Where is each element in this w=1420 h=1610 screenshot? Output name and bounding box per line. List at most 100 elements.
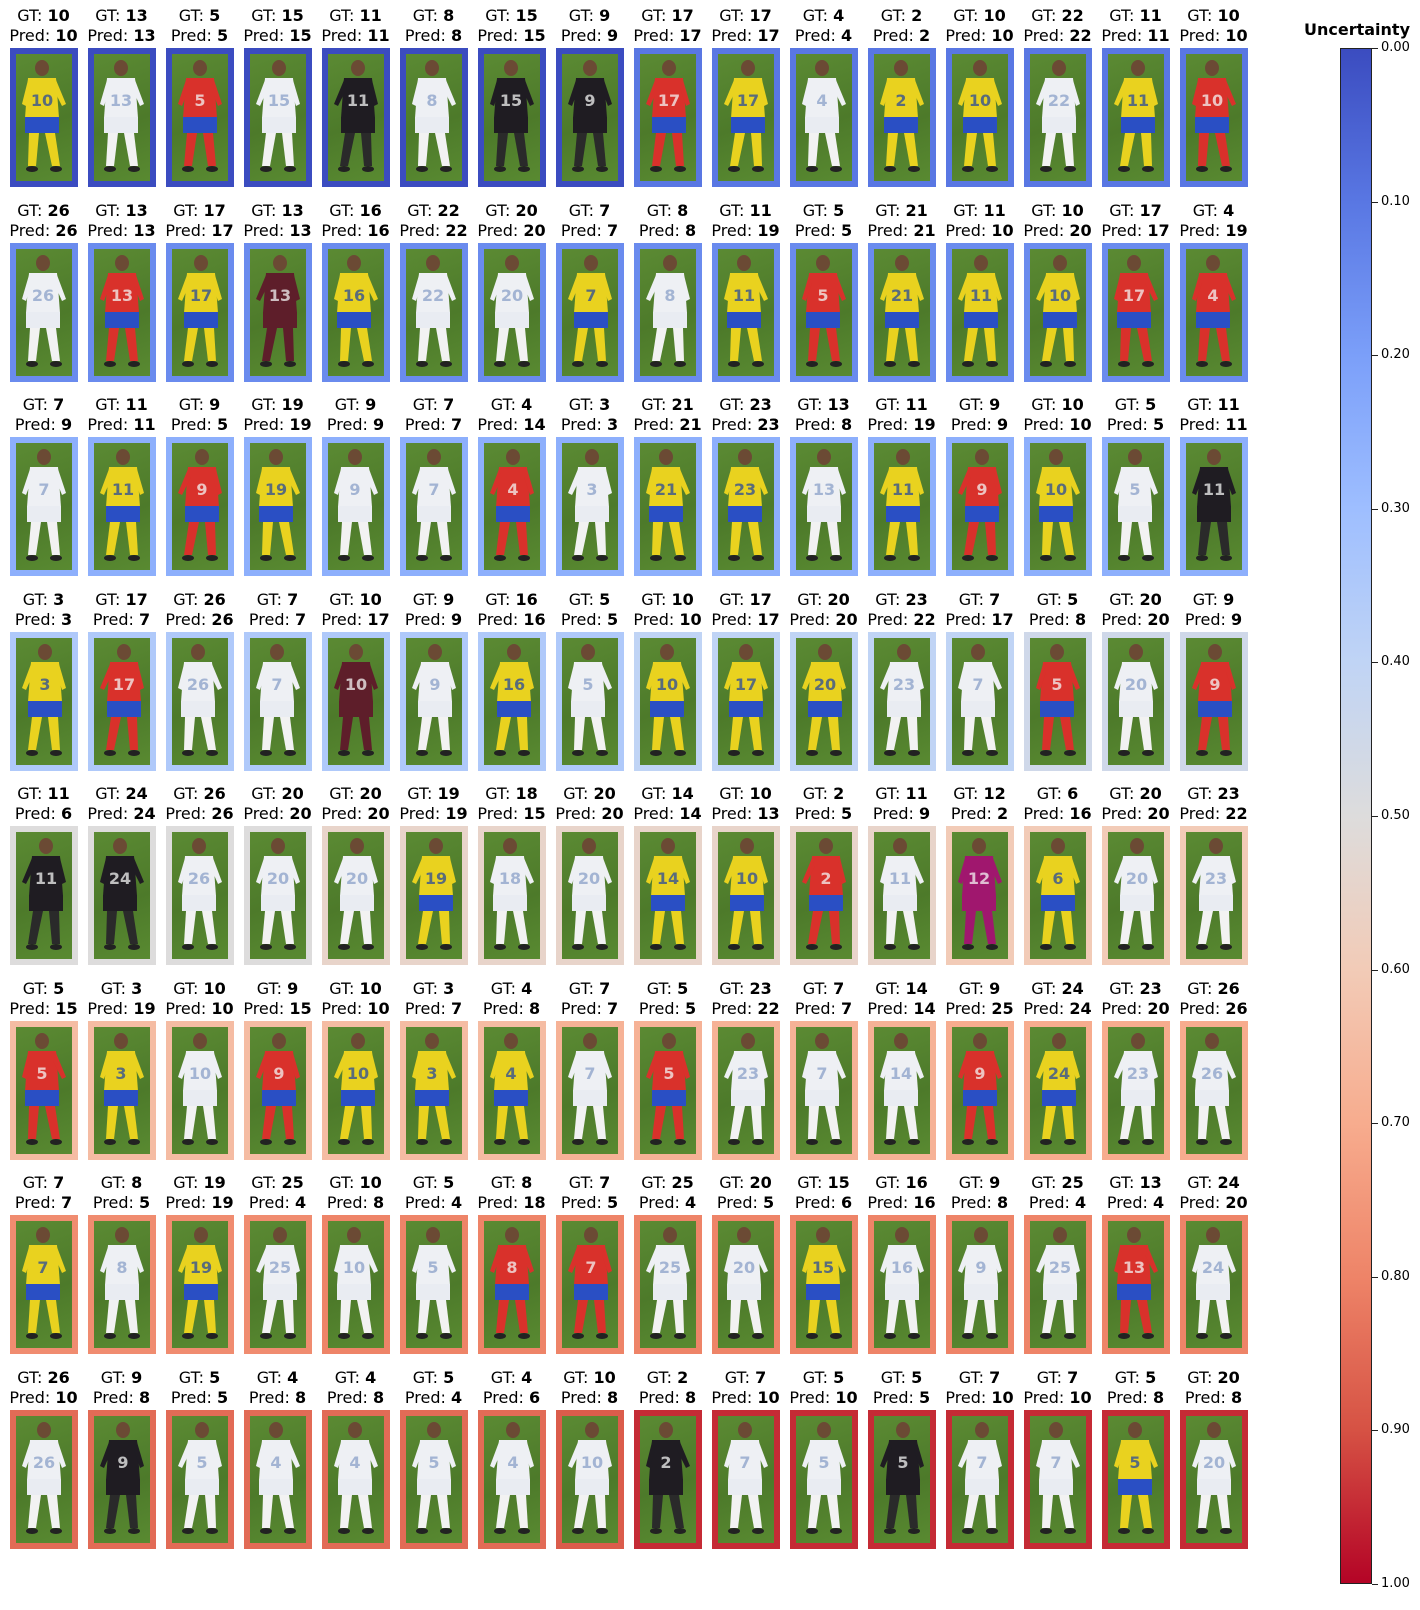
player-figure-part	[262, 117, 296, 133]
player-figure-part	[986, 1333, 998, 1339]
player-figure-part	[262, 911, 275, 944]
gt-prefix: GT:	[641, 1173, 672, 1192]
gt-label: GT: 7	[942, 590, 1017, 610]
player-crop-image: 10	[556, 1409, 624, 1549]
player-figure-part	[36, 1227, 50, 1243]
player-figure-part	[573, 117, 607, 133]
player-figure-part	[663, 1227, 677, 1243]
gt-value: 26	[47, 200, 70, 220]
gt-prefix: GT:	[334, 1367, 366, 1387]
jersey-number: 3	[115, 1064, 126, 1083]
player-crop-image: 26	[166, 826, 234, 965]
player-crop-image: 10	[166, 1020, 234, 1160]
player-figure-part	[750, 911, 762, 944]
player-figure-part	[964, 1105, 977, 1139]
gt-prefix: GT:	[797, 1173, 828, 1192]
pred-label: Pred: 8	[630, 1388, 705, 1408]
jersey-number: 10	[343, 1258, 365, 1277]
player-figure-part	[815, 60, 829, 76]
pred-label: Pred: 21	[630, 415, 705, 435]
player-figure-part	[496, 911, 507, 944]
player-figure-part	[571, 700, 605, 717]
player-figure-part	[262, 327, 277, 361]
player-crop-image: 7	[946, 631, 1014, 771]
player-figure-part	[975, 449, 989, 465]
gt-value: 7	[599, 1173, 611, 1192]
player-figure-part	[1064, 944, 1076, 950]
player-figure-part	[132, 1052, 144, 1079]
pred-prefix: Pred:	[399, 220, 446, 240]
player-figure-part	[496, 1478, 530, 1495]
gt-value: 11	[359, 6, 382, 25]
gt-label: GT: 8	[474, 1173, 549, 1193]
jersey-number: 15	[268, 91, 290, 110]
gt-label: GT: 3	[396, 979, 471, 999]
player-figure-part	[361, 1105, 372, 1139]
gt-prefix: GT:	[724, 1367, 756, 1387]
player-figure: 9	[334, 449, 378, 561]
player-figure-part	[26, 749, 38, 756]
pred-value: 9	[372, 415, 385, 434]
jersey-number: 10	[1049, 286, 1071, 305]
player-figure-part	[1220, 749, 1232, 756]
player-crop-image: 20	[1102, 826, 1170, 965]
pred-value: 8	[372, 1193, 385, 1212]
player-figure-part	[1063, 1300, 1074, 1333]
gt-value: 7	[989, 1367, 1001, 1387]
player-figure-part	[1050, 643, 1064, 660]
colorbar-tick-label: 1.00	[1381, 1576, 1410, 1591]
pred-prefix: Pred:	[87, 26, 134, 45]
player-figure-part	[53, 1052, 66, 1079]
player-figure-part	[730, 133, 745, 166]
player-figure-part	[28, 133, 39, 166]
player-figure-part	[964, 327, 978, 361]
player-figure-part	[1207, 449, 1221, 465]
pred-label: Pred: 5	[630, 999, 705, 1019]
jersey-number: 13	[110, 91, 132, 110]
jersey-number: 10	[581, 1453, 603, 1472]
jersey-number: 13	[813, 480, 835, 499]
gt-value: 10	[1061, 395, 1084, 414]
player-figure-part	[493, 895, 527, 911]
pred-label: Pred: 6	[786, 1193, 861, 1213]
player-figure: 26	[178, 838, 222, 950]
player-figure-part	[514, 133, 528, 166]
player-figure-part	[806, 555, 818, 561]
player-figure-part	[282, 133, 294, 166]
gt-value: 5	[443, 1173, 455, 1192]
player-figure-part	[418, 661, 452, 702]
player-figure-part	[1196, 749, 1208, 756]
pred-label: Pred: 11	[1098, 26, 1173, 46]
gt-prefix: GT:	[412, 1173, 444, 1192]
player-figure-part	[1114, 1441, 1124, 1468]
player-figure-part	[825, 1105, 840, 1139]
player-figure-part	[338, 749, 350, 756]
colorbar-tick-label: 0.90	[1381, 1422, 1410, 1438]
player-figure-part	[741, 60, 755, 76]
gt-prefix: GT:	[256, 1367, 288, 1387]
gt-prefix: GT:	[485, 589, 516, 609]
pred-prefix: Pred:	[794, 804, 841, 823]
jersey-number: 5	[1051, 675, 1062, 694]
player-figure-part	[984, 1300, 996, 1333]
player-figure-part	[1217, 522, 1230, 555]
player-figure-part	[985, 522, 996, 555]
pred-value: 13	[757, 804, 780, 823]
player-figure: 20	[724, 1227, 768, 1339]
jersey-number: 13	[1123, 1258, 1145, 1277]
player-figure-part	[437, 1494, 450, 1528]
player-figure-part	[26, 166, 38, 172]
player-figure-part	[818, 643, 832, 660]
pred-prefix: Pred:	[248, 1387, 295, 1407]
gt-prefix: GT:	[412, 978, 444, 998]
pred-value: 9	[918, 804, 931, 823]
player-figure-part	[1053, 254, 1067, 271]
player-figure-part	[341, 117, 375, 133]
player-figure-part	[284, 360, 296, 367]
jersey-number: 4	[505, 1064, 516, 1083]
player-figure-part	[880, 274, 891, 301]
player-figure-part	[518, 749, 530, 756]
player-figure-part	[28, 716, 42, 750]
